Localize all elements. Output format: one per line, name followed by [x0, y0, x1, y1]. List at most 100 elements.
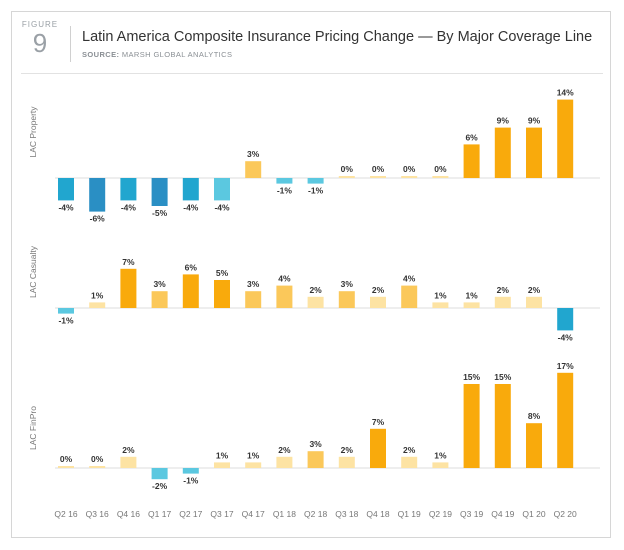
- x-tick-15: Q1 20: [522, 509, 545, 519]
- value-label-2-5: 1%: [216, 450, 229, 460]
- x-tick-8: Q2 18: [304, 509, 327, 519]
- figure-card: [11, 11, 611, 538]
- bar-1-7: [276, 285, 293, 308]
- bar-0-11: [401, 176, 418, 178]
- bar-2-15: [526, 423, 542, 468]
- bar-1-0: [58, 308, 74, 314]
- bar-0-5: [214, 178, 230, 201]
- bar-0-15: [526, 127, 542, 178]
- bar-0-13: [463, 144, 480, 178]
- bar-1-9: [338, 291, 355, 308]
- bar-1-5: [214, 280, 230, 308]
- x-tick-14: Q4 19: [491, 509, 514, 519]
- value-label-2-6: 1%: [247, 450, 260, 460]
- bar-0-8: [307, 178, 324, 184]
- value-label-1-5: 5%: [216, 268, 229, 278]
- bar-1-15: [526, 296, 542, 308]
- value-label-0-13: 6%: [465, 132, 478, 142]
- bar-1-11: [401, 285, 418, 308]
- header-rule: [21, 73, 603, 74]
- value-label-1-1: 1%: [91, 290, 104, 300]
- bar-0-16: [557, 99, 574, 178]
- value-label-2-15: 8%: [528, 411, 541, 421]
- header-divider: [70, 26, 71, 62]
- value-label-1-7: 4%: [278, 274, 291, 284]
- value-label-2-11: 2%: [403, 445, 416, 455]
- x-tick-9: Q3 18: [335, 509, 358, 519]
- value-label-0-1: -6%: [90, 214, 106, 224]
- x-tick-11: Q1 19: [398, 509, 421, 519]
- panel-label-1: LAC Casualty: [28, 245, 38, 298]
- value-label-2-12: 1%: [434, 450, 447, 460]
- bar-0-9: [338, 176, 355, 178]
- bar-0-12: [432, 176, 449, 178]
- value-label-1-10: 2%: [372, 285, 385, 295]
- bar-1-14: [494, 296, 511, 308]
- bar-2-5: [214, 462, 230, 468]
- x-tick-13: Q3 19: [460, 509, 483, 519]
- bar-0-6: [245, 161, 262, 178]
- value-label-1-4: 6%: [185, 262, 198, 272]
- bar-2-11: [401, 456, 418, 468]
- value-label-2-0: 0%: [60, 454, 73, 464]
- value-label-1-8: 2%: [309, 285, 322, 295]
- bar-2-0: [58, 466, 74, 468]
- value-label-2-8: 3%: [309, 439, 322, 449]
- panel-label-2: LAC FinPro: [28, 406, 38, 450]
- bar-1-1: [89, 302, 106, 308]
- x-tick-12: Q2 19: [429, 509, 452, 519]
- bar-2-6: [245, 462, 262, 468]
- source-text: MARSH GLOBAL ANALYTICS: [121, 50, 233, 59]
- bar-2-13: [463, 384, 480, 468]
- bar-1-3: [151, 291, 168, 308]
- bar-2-7: [276, 456, 293, 468]
- value-label-0-11: 0%: [403, 164, 416, 174]
- value-label-0-8: -1%: [308, 186, 324, 196]
- chart-title: Latin America Composite Insurance Pricin…: [82, 29, 593, 45]
- value-label-2-1: 0%: [91, 454, 104, 464]
- bar-1-2: [120, 268, 137, 308]
- value-label-0-12: 0%: [434, 164, 447, 174]
- value-label-1-13: 1%: [465, 290, 478, 300]
- value-label-0-5: -4%: [214, 202, 230, 212]
- bar-0-4: [182, 178, 199, 201]
- value-label-2-7: 2%: [278, 445, 291, 455]
- value-label-0-14: 9%: [497, 116, 510, 126]
- value-label-1-0: -1%: [58, 316, 74, 326]
- x-tick-6: Q4 17: [242, 509, 265, 519]
- bar-1-6: [245, 291, 262, 308]
- bar-1-16: [557, 308, 574, 331]
- bar-0-7: [276, 178, 293, 184]
- value-label-0-4: -4%: [183, 202, 199, 212]
- x-tick-16: Q2 20: [554, 509, 577, 519]
- panel-label-0: LAC Property: [28, 106, 38, 158]
- value-label-1-15: 2%: [528, 285, 541, 295]
- x-tick-10: Q4 18: [366, 509, 389, 519]
- value-label-0-6: 3%: [247, 149, 260, 159]
- value-label-2-16: 17%: [557, 361, 574, 371]
- chart-source: SOURCE: MARSH GLOBAL ANALYTICS: [82, 50, 232, 59]
- bar-0-2: [120, 178, 137, 201]
- bar-1-4: [182, 274, 199, 308]
- value-label-1-16: -4%: [558, 332, 574, 342]
- value-label-0-7: -1%: [277, 186, 293, 196]
- value-label-2-4: -1%: [183, 476, 199, 486]
- bar-0-0: [58, 178, 74, 201]
- bar-2-2: [120, 456, 137, 468]
- value-label-2-10: 7%: [372, 417, 385, 427]
- x-tick-2: Q4 16: [117, 509, 140, 519]
- value-label-0-15: 9%: [528, 116, 541, 126]
- bar-2-16: [557, 372, 574, 468]
- bar-2-12: [432, 462, 449, 468]
- bar-2-3: [151, 468, 168, 480]
- value-label-0-2: -4%: [121, 202, 137, 212]
- bar-2-4: [182, 468, 199, 474]
- x-tick-3: Q1 17: [148, 509, 171, 519]
- bar-0-1: [89, 178, 106, 212]
- value-label-2-3: -2%: [152, 481, 168, 491]
- value-label-1-14: 2%: [497, 285, 510, 295]
- bar-1-12: [432, 302, 449, 308]
- value-label-1-9: 3%: [341, 279, 354, 289]
- value-label-2-13: 15%: [463, 372, 480, 382]
